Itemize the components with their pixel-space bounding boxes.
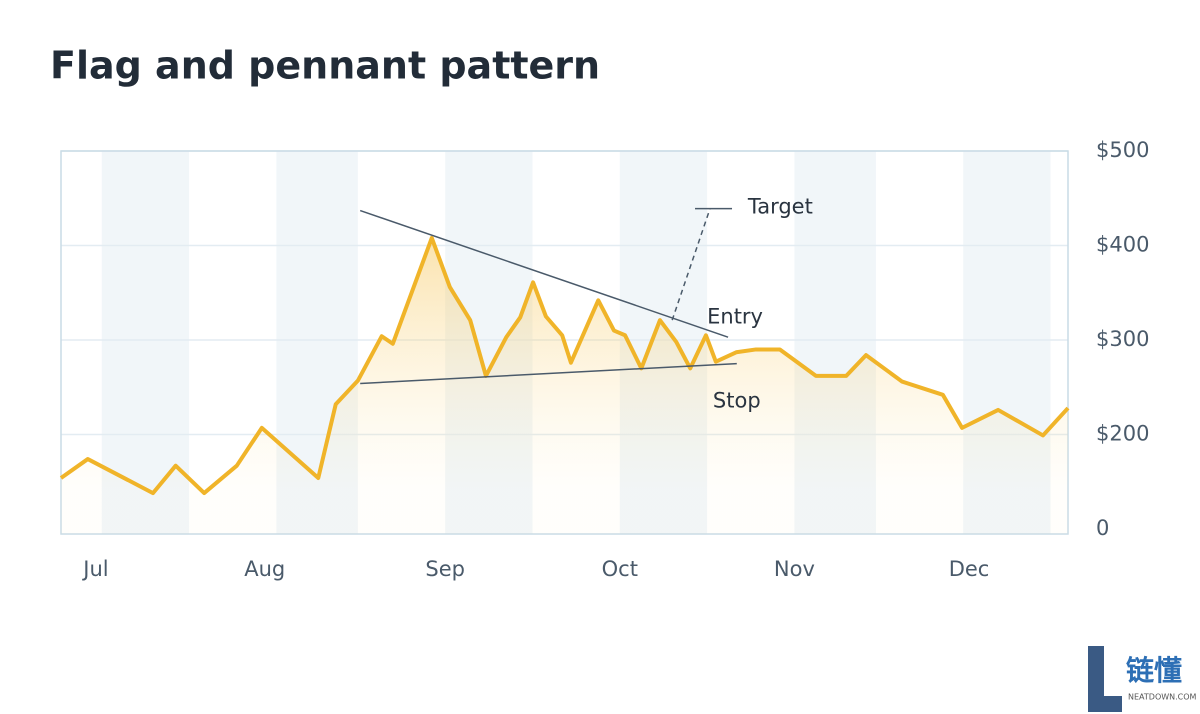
x-tick-label: Dec: [949, 557, 990, 581]
annotation: Target: [747, 195, 813, 219]
annotation: Entry: [707, 304, 763, 328]
y-tick-label: $300: [1096, 327, 1149, 351]
x-tick-label: Jul: [81, 557, 108, 581]
line: [59, 235, 1070, 496]
annotation: Stop: [713, 388, 761, 412]
y-tick-label: $500: [1096, 138, 1149, 162]
logo: 链懂 NEATDOWN.COM: [1088, 646, 1197, 712]
trendline: [360, 362, 737, 385]
trendline: [671, 208, 711, 321]
y-tick-label: $200: [1096, 422, 1149, 446]
x-tick-label: Aug: [244, 557, 285, 581]
y-tick-label: $400: [1096, 233, 1149, 257]
y-base-label: 0: [1096, 516, 1109, 540]
x-tick-label: Oct: [602, 557, 638, 581]
logo-name: 链懂: [1126, 654, 1182, 687]
logo-icon: [1088, 646, 1122, 712]
area: [61, 237, 1068, 534]
trendline: [359, 209, 729, 338]
logo-site: NEATDOWN.COM: [1128, 693, 1197, 702]
x-tick-label: Sep: [425, 557, 465, 581]
chart-title: Flag and pennant pattern: [50, 44, 600, 88]
x-tick-label: Nov: [774, 557, 815, 581]
